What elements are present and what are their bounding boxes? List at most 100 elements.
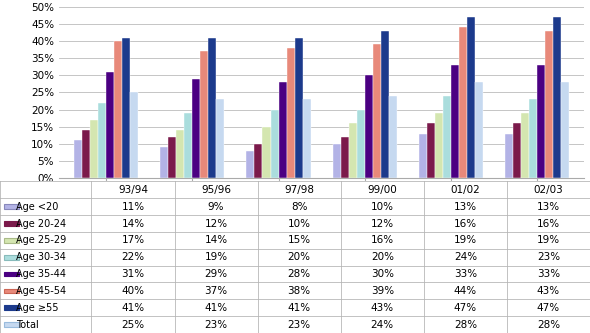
Bar xyxy=(389,96,396,178)
Bar xyxy=(114,41,122,178)
Bar xyxy=(168,137,176,178)
Bar xyxy=(254,144,263,178)
Bar xyxy=(521,113,529,178)
Text: 43%: 43% xyxy=(371,303,394,313)
Text: 10%: 10% xyxy=(371,202,394,212)
Text: 37%: 37% xyxy=(205,286,228,296)
Text: 41%: 41% xyxy=(122,303,145,313)
Bar xyxy=(185,113,192,178)
Bar xyxy=(208,38,217,178)
Text: 20%: 20% xyxy=(288,252,311,262)
Text: 39%: 39% xyxy=(371,286,394,296)
Bar xyxy=(349,123,356,178)
Bar xyxy=(467,17,475,178)
Text: 44%: 44% xyxy=(454,286,477,296)
Text: 95/96: 95/96 xyxy=(201,185,231,195)
Bar xyxy=(74,141,83,178)
Text: 29%: 29% xyxy=(205,269,228,279)
Text: 11%: 11% xyxy=(122,202,145,212)
Bar xyxy=(458,27,467,178)
Text: 28%: 28% xyxy=(454,320,477,330)
Bar xyxy=(560,82,569,178)
Bar xyxy=(294,38,303,178)
Text: 22%: 22% xyxy=(122,252,145,262)
Bar xyxy=(442,96,451,178)
Text: 99/00: 99/00 xyxy=(368,185,397,195)
Bar xyxy=(553,17,560,178)
FancyBboxPatch shape xyxy=(4,289,19,293)
Bar xyxy=(545,31,553,178)
Text: 19%: 19% xyxy=(205,252,228,262)
Text: 13%: 13% xyxy=(454,202,477,212)
Bar xyxy=(201,51,208,178)
Text: 19%: 19% xyxy=(454,235,477,245)
Bar xyxy=(513,123,521,178)
Text: 13%: 13% xyxy=(537,202,560,212)
Bar xyxy=(475,82,483,178)
Bar xyxy=(365,75,373,178)
Bar xyxy=(435,113,442,178)
Text: 01/02: 01/02 xyxy=(451,185,480,195)
Bar xyxy=(287,48,294,178)
Bar xyxy=(356,110,365,178)
Bar xyxy=(373,44,381,178)
Bar xyxy=(504,134,513,178)
Text: 24%: 24% xyxy=(371,320,394,330)
Text: 33%: 33% xyxy=(537,269,560,279)
Bar xyxy=(99,103,106,178)
Text: 24%: 24% xyxy=(454,252,477,262)
FancyBboxPatch shape xyxy=(4,238,19,243)
Text: 23%: 23% xyxy=(205,320,228,330)
Text: 15%: 15% xyxy=(287,235,311,245)
Text: 02/03: 02/03 xyxy=(533,185,563,195)
Bar xyxy=(278,82,287,178)
Bar xyxy=(160,147,168,178)
Text: Age 20-24: Age 20-24 xyxy=(17,218,67,228)
Text: 31%: 31% xyxy=(122,269,145,279)
Text: 19%: 19% xyxy=(537,235,560,245)
Text: 41%: 41% xyxy=(205,303,228,313)
Bar xyxy=(529,99,537,178)
Bar xyxy=(217,99,224,178)
Text: 47%: 47% xyxy=(454,303,477,313)
Text: 9%: 9% xyxy=(208,202,224,212)
Text: Age 25-29: Age 25-29 xyxy=(17,235,67,245)
FancyBboxPatch shape xyxy=(4,204,19,209)
Text: 25%: 25% xyxy=(122,320,145,330)
Text: 14%: 14% xyxy=(205,235,228,245)
Text: 40%: 40% xyxy=(122,286,145,296)
Bar xyxy=(381,31,389,178)
Bar xyxy=(537,65,545,178)
Text: 28%: 28% xyxy=(287,269,311,279)
Bar xyxy=(83,130,90,178)
Text: 10%: 10% xyxy=(288,218,311,228)
Text: 43%: 43% xyxy=(537,286,560,296)
Bar xyxy=(122,38,130,178)
FancyBboxPatch shape xyxy=(4,272,19,276)
Text: 17%: 17% xyxy=(122,235,145,245)
Text: 14%: 14% xyxy=(122,218,145,228)
Text: 8%: 8% xyxy=(291,202,307,212)
Bar xyxy=(263,127,270,178)
Text: 47%: 47% xyxy=(537,303,560,313)
FancyBboxPatch shape xyxy=(4,305,19,310)
Bar xyxy=(247,151,254,178)
Text: Age ≥55: Age ≥55 xyxy=(17,303,59,313)
Text: Age 30-34: Age 30-34 xyxy=(17,252,66,262)
Bar xyxy=(130,93,139,178)
Text: 12%: 12% xyxy=(371,218,394,228)
Bar xyxy=(333,144,340,178)
Text: 33%: 33% xyxy=(454,269,477,279)
Text: 41%: 41% xyxy=(287,303,311,313)
FancyBboxPatch shape xyxy=(4,221,19,226)
Bar xyxy=(451,65,458,178)
Bar xyxy=(270,110,278,178)
Text: Total: Total xyxy=(17,320,39,330)
Bar xyxy=(192,79,201,178)
Text: 16%: 16% xyxy=(454,218,477,228)
Text: Age 35-44: Age 35-44 xyxy=(17,269,67,279)
Text: Age <20: Age <20 xyxy=(17,202,59,212)
Text: 12%: 12% xyxy=(205,218,228,228)
Text: 38%: 38% xyxy=(287,286,311,296)
Text: 30%: 30% xyxy=(371,269,394,279)
